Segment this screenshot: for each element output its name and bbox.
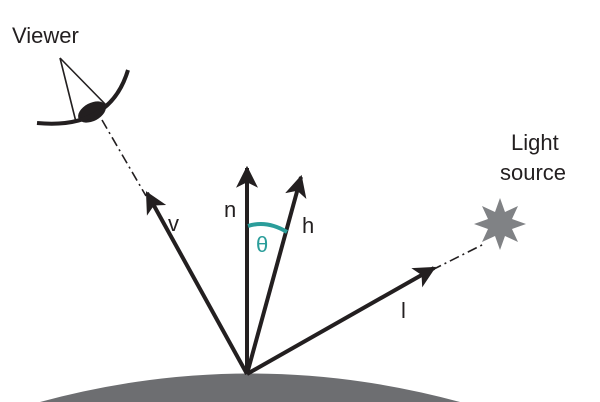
viewer-sight-line (101, 119, 147, 197)
viewer-eye-icon (36, 57, 130, 126)
v-label: v (168, 211, 179, 236)
l-label: l (401, 298, 406, 323)
theta-label: θ (256, 232, 268, 257)
l-vector-arrow (246, 266, 436, 376)
theta-arc (247, 222, 289, 234)
light-source-star-icon (474, 198, 526, 250)
h-vector-arrow (245, 174, 307, 375)
v-vector-arrow (145, 191, 249, 375)
light-ray-line (431, 243, 485, 271)
viewer-label: Viewer (12, 23, 79, 48)
surface (40, 373, 460, 402)
h-label: h (302, 213, 314, 238)
light-source-label-line1: Light (511, 130, 559, 155)
n-label: n (224, 197, 236, 222)
light-source-label-line2: source (500, 160, 566, 185)
